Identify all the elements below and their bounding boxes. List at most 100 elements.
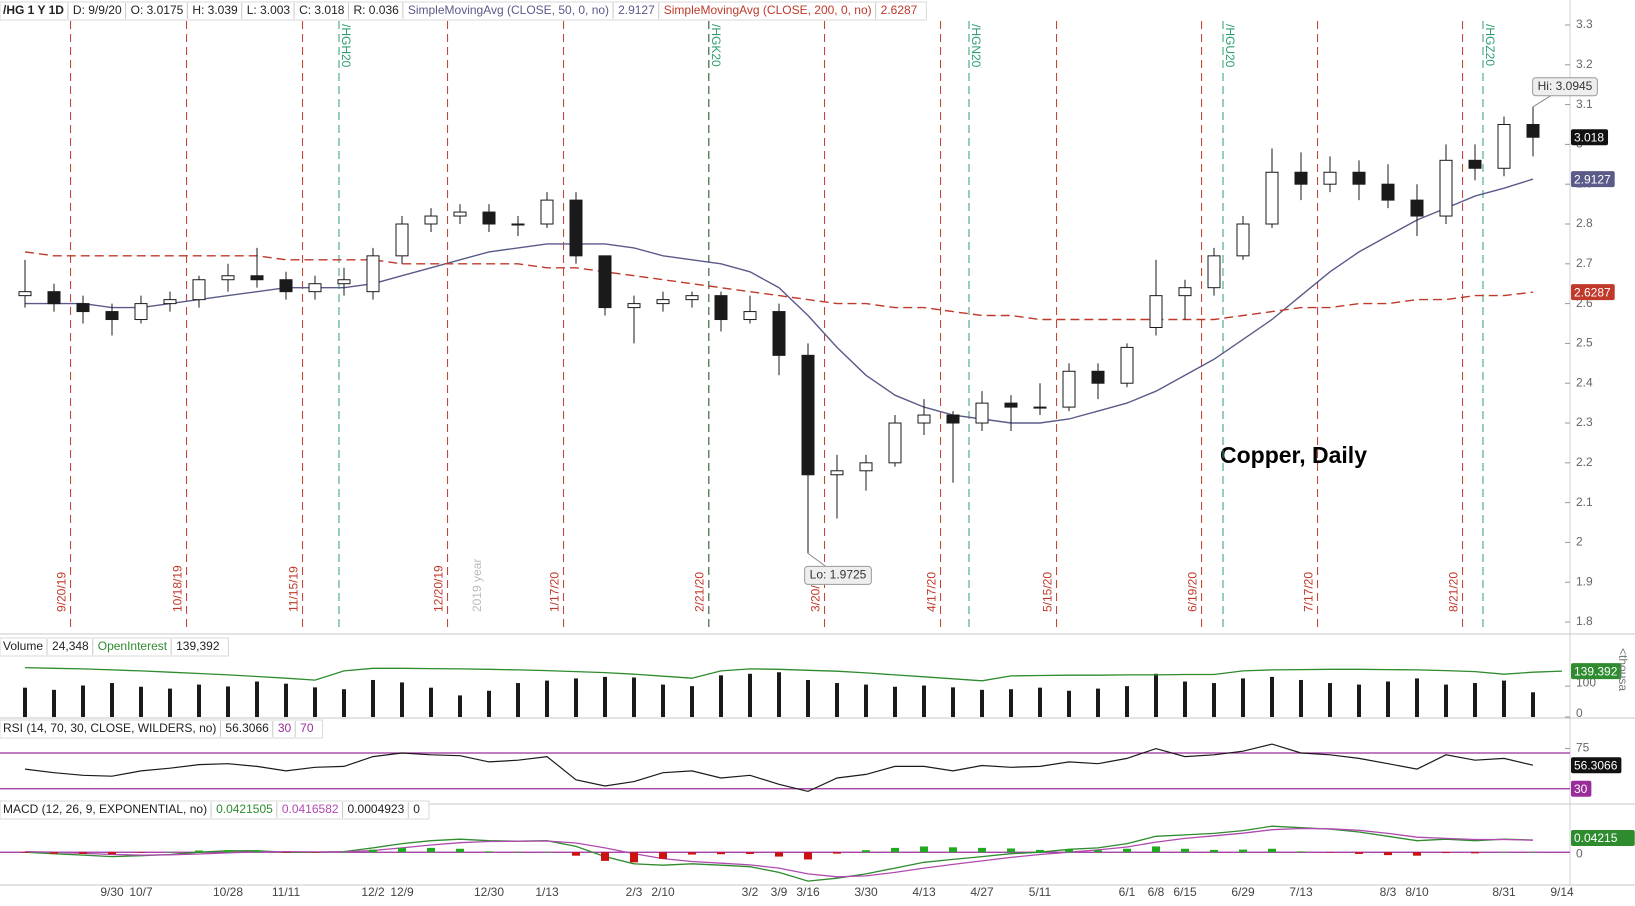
y-tick-label: 2.4 (1576, 375, 1593, 389)
header-item: 30 (278, 721, 292, 735)
candle-body (395, 223, 409, 257)
header-item: /HG 1 Y 1D (3, 3, 64, 17)
header-item: RSI (14, 70, 30, CLOSE, WILDERS, no) (3, 721, 216, 735)
roll-label: /HGN20 (969, 24, 983, 68)
expiration-label: 10/18/19 (171, 565, 185, 612)
header-background (0, 1, 927, 21)
candle-body (1468, 159, 1482, 169)
macd-histogram-bar (166, 851, 174, 853)
candle-body (1410, 199, 1424, 217)
header-item: H: 3.039 (192, 3, 238, 17)
macd-histogram-bar (949, 847, 957, 853)
volume-bar (1241, 678, 1245, 717)
y-tick-label: 1.9 (1576, 574, 1593, 588)
volume-bar (1009, 689, 1013, 717)
x-tick-label: 3/9 (771, 885, 788, 899)
volume-bar (1531, 692, 1535, 717)
macd-histogram-bar (920, 846, 928, 853)
macd-histogram-bar (1036, 849, 1044, 853)
candle-body (1033, 406, 1047, 409)
macd-histogram-bar (1297, 851, 1305, 853)
callout-box (804, 565, 872, 585)
header-item: D: 9/9/20 (73, 3, 122, 17)
y-tick-label: 0 (1576, 846, 1583, 860)
x-tick-label: 9/30 (100, 885, 124, 899)
macd-histogram-bar (398, 847, 406, 853)
y-tick-label: 2.5 (1576, 336, 1593, 350)
price-badge (1571, 663, 1622, 680)
x-tick-label: 5/11 (1029, 885, 1052, 899)
macd-histogram-bar (1268, 848, 1276, 853)
macd-histogram-bar (137, 852, 145, 853)
macd-histogram-bar (1007, 848, 1015, 853)
volume-bar (1038, 687, 1042, 717)
header-item: C: 3.018 (299, 3, 345, 17)
x-tick-label: 12/2 (361, 885, 385, 899)
macd-histogram-bar (1413, 852, 1421, 856)
volume-bar (1502, 680, 1506, 717)
macd-histogram-bar (224, 850, 232, 853)
y-tick-label: 3.3 (1576, 17, 1593, 31)
candle-body (250, 275, 264, 281)
expiration-label: 7/17/20 (1302, 572, 1316, 612)
expiration-label: 5/15/20 (1041, 572, 1055, 612)
macd-histogram-bar (1094, 850, 1102, 853)
macd-histogram-bar (1065, 849, 1073, 853)
x-tick-label: 6/8 (1148, 885, 1165, 899)
candle-body (1149, 295, 1163, 328)
candle-body (1439, 159, 1453, 217)
candle-body (946, 414, 960, 424)
year-label: 2019 year (470, 559, 484, 612)
volume-bar (1183, 681, 1187, 717)
candle-body (221, 275, 235, 281)
x-tick-label: 8/31 (1492, 885, 1516, 899)
macd-histogram-bar (891, 847, 899, 853)
volume-bar (284, 683, 288, 717)
macd-histogram-bar (1326, 852, 1334, 853)
candle-body (627, 303, 641, 309)
x-tick-label: 3/2 (742, 885, 759, 899)
volume-bar (429, 687, 433, 717)
price-badge (1571, 284, 1615, 301)
candle-body (1207, 255, 1221, 289)
x-tick-label: 11/11 (272, 885, 301, 899)
macd-histogram-bar (1384, 852, 1392, 856)
macd-histogram-bar (1529, 852, 1537, 853)
candle-body (424, 215, 438, 225)
candle-body (917, 414, 931, 424)
macd-histogram-bar (1181, 848, 1189, 853)
candle-body (772, 311, 786, 356)
volume-bar (487, 690, 491, 717)
candle-body (830, 470, 844, 476)
macd-histogram-bar (688, 852, 696, 855)
candle-body (47, 291, 61, 305)
rsi-line (24, 743, 1534, 793)
candle-body (1381, 183, 1395, 201)
macd-histogram-bar (195, 850, 203, 853)
candle-body (1004, 402, 1018, 408)
candle-body (540, 199, 554, 225)
header-item: R: 0.036 (353, 3, 399, 17)
header-item: Volume (3, 639, 43, 653)
y-tick-label: 2.3 (1576, 415, 1593, 429)
volume-bar (545, 680, 549, 717)
x-tick-label: 6/15 (1173, 885, 1197, 899)
expiration-label: 1/17/20 (548, 572, 562, 612)
y-tick-label: 2.7 (1576, 256, 1593, 270)
roll-label: /HGZ20 (1483, 24, 1497, 66)
candle-body (105, 311, 119, 321)
volume-bar (748, 673, 752, 717)
header-background (0, 800, 430, 820)
header-item: MACD (12, 26, 9, EXPONENTIAL, no) (3, 802, 207, 816)
header-item: 0.0416582 (282, 802, 339, 816)
macd-histogram-bar (1239, 849, 1247, 853)
macd-histogram-bar (1355, 852, 1363, 854)
candle-body (163, 299, 177, 305)
y-tick-label: 2 (1576, 535, 1583, 549)
badge-label: 56.3066 (1574, 758, 1618, 772)
macd-histogram-bar (253, 851, 261, 853)
macd-histogram-bar (79, 852, 87, 854)
volume-bar (197, 684, 201, 717)
